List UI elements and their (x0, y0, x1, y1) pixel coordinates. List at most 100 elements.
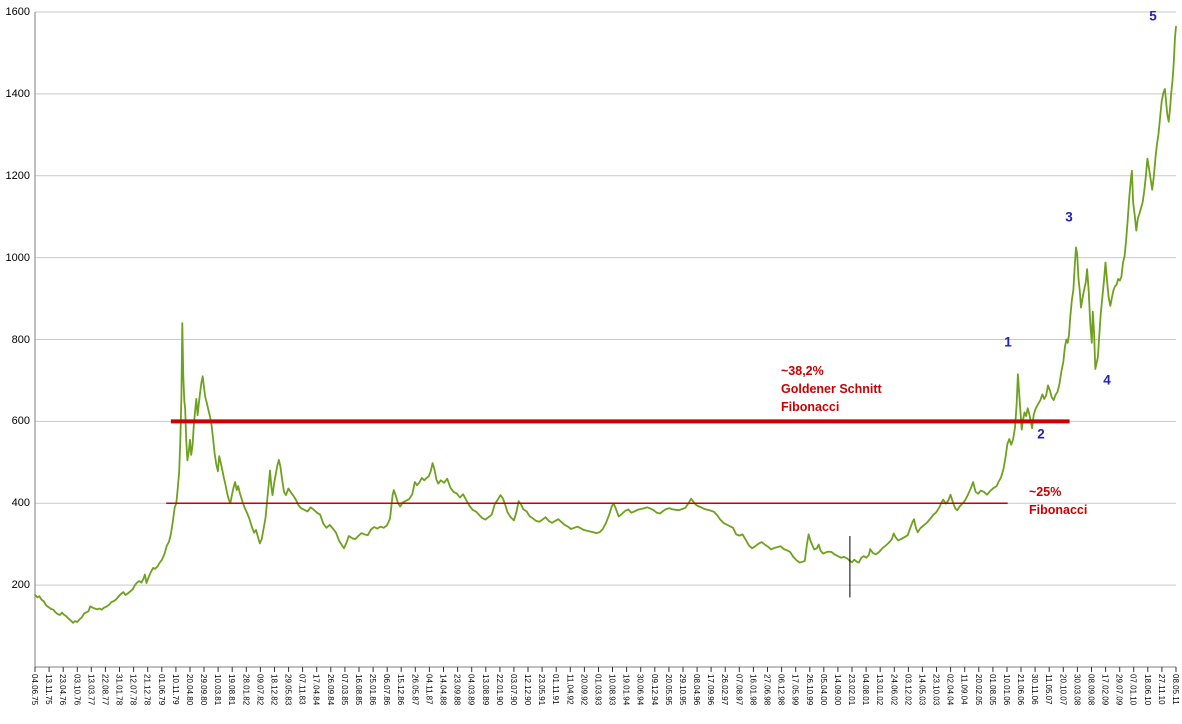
x-axis-tick-label: 29.10.95 (678, 674, 687, 706)
x-axis-tick-label: 19.01.94 (621, 674, 631, 706)
x-axis-tick-label: 29.09.80 (199, 674, 208, 706)
x-axis-tick-label: 17.05.99 (790, 674, 800, 706)
x-axis-tick-label: 20.04.80 (185, 674, 194, 706)
x-axis-tick-label: 14.05.03 (917, 674, 927, 706)
x-axis-tick-label: 11.09.04 (959, 674, 969, 705)
annotation-line: Fibonacci (781, 400, 840, 414)
wave-label-1: 1 (1004, 334, 1012, 350)
annotation-line: ~25% (1029, 485, 1062, 499)
x-axis-tick-label: 01.06.79 (156, 674, 166, 706)
x-axis-tick-label: 27.06.98 (762, 674, 772, 706)
x-axis-tick-label: 28.01.82 (241, 674, 251, 706)
x-axis-tick-label: 17.09.96 (706, 674, 716, 706)
x-axis-tick-label: 17.02.09 (1100, 674, 1110, 706)
x-axis-tick-label: 23.10.03 (931, 674, 941, 706)
x-axis-tick-label: 13.11.75 (44, 674, 54, 705)
wave-label-2: 2 (1037, 426, 1045, 442)
x-axis-tick-label: 30.11.06 (1030, 674, 1040, 705)
x-axis-tick-label: 18.12.82 (269, 674, 279, 706)
annotation-line: Goldener Schnitt (781, 382, 882, 396)
y-axis-tick-label: 1400 (5, 87, 30, 100)
x-axis-tick-label: 03.10.76 (72, 674, 82, 706)
x-axis-tick-label: 21.06.06 (1016, 674, 1025, 706)
x-axis-tick-label: 07.01.10 (1128, 674, 1138, 706)
fibonacci-25-annotation: ~25% Fibonacci (1029, 483, 1087, 519)
x-axis-tick-label: 26.09.84 (325, 674, 335, 706)
x-axis-tick-label: 04.11.87 (424, 674, 434, 705)
x-axis-tick-label: 03.07.90 (508, 674, 518, 706)
x-axis-tick-label: 10.08.93 (607, 674, 617, 706)
x-axis-tick-label: 12.07.78 (128, 674, 138, 706)
x-axis-tick-label: 23.09.88 (452, 674, 462, 706)
x-axis-tick-label: 31.01.78 (114, 674, 124, 706)
x-axis-tick-label: 09.07.82 (255, 674, 265, 706)
x-axis-tick-label: 07.08.97 (734, 674, 744, 706)
x-axis-tick-label: 29.07.09 (1114, 674, 1124, 706)
x-axis-tick-label: 16.01.98 (748, 674, 758, 706)
x-axis-tick-label: 25.01.86 (368, 674, 378, 706)
x-axis-tick-label: 30.03.08 (1072, 674, 1082, 706)
x-axis-tick-label: 04.03.89 (466, 674, 476, 706)
y-axis-tick-label: 800 (11, 333, 30, 346)
x-axis-tick-label: 23.02.01 (847, 674, 856, 706)
x-axis-tick-label: 21.12.78 (142, 674, 152, 706)
wave-label-3: 3 (1065, 209, 1073, 225)
x-axis-tick-label: 11.05.07 (1044, 674, 1054, 705)
x-axis-tick-label: 14.09.00 (832, 674, 842, 706)
x-axis-tick-label: 12.12.90 (523, 674, 532, 706)
x-axis-tick-label: 01.03.93 (593, 674, 603, 706)
annotation-line: Fibonacci (1029, 503, 1088, 517)
y-axis-tick-label: 400 (11, 497, 30, 510)
price-line (34, 25, 1177, 624)
annotation-line: ~38,2% (781, 364, 824, 378)
x-axis-tick-label: 18.06.10 (1142, 674, 1152, 706)
x-axis-tick-label: 10.01.06 (1002, 674, 1011, 706)
x-axis-tick-label: 13.08.89 (480, 674, 490, 706)
x-axis-tick-label: 08.04.96 (692, 674, 702, 706)
x-axis-tick-label: 09.12.94 (649, 674, 659, 706)
y-axis-tick-label: 600 (11, 415, 30, 428)
fibonacci-382-annotation: ~38,2% Goldener Schnitt Fibonacci (781, 362, 882, 416)
x-axis-tick-label: 01.11.91 (551, 674, 561, 705)
x-axis-tick-label: 04.08.01 (861, 674, 871, 706)
x-axis-tick-label: 08.05.11 (1171, 674, 1180, 705)
x-axis-tick-label: 03.12.02 (903, 674, 913, 706)
x-axis-tick-label: 20.10.07 (1058, 674, 1068, 706)
y-axis-tick-label: 1600 (5, 6, 30, 18)
x-axis-tick-label: 19.08.81 (227, 674, 237, 706)
x-axis-tick-label: 02.04.04 (945, 674, 955, 706)
y-axis-tick-label: 1000 (5, 251, 30, 264)
x-axis-tick-label: 30.06.94 (635, 674, 645, 706)
x-axis-tick-label: 24.06.02 (889, 674, 899, 706)
x-axis-tick-label: 23.04.76 (58, 674, 68, 706)
x-axis-tick-label: 22.08.77 (100, 674, 110, 706)
x-axis-tick-label: 11.04.92 (565, 674, 575, 705)
x-axis-tick-label: 01.08.05 (987, 674, 997, 706)
x-axis-tick-label: 20.05.95 (663, 674, 673, 706)
x-axis-tick-label: 07.11.83 (297, 674, 307, 705)
x-axis-tick-label: 15.12.86 (396, 674, 406, 706)
y-axis-tick-label: 200 (11, 579, 30, 592)
x-axis-tick-label: 13.01.02 (875, 674, 885, 706)
x-axis-tick-label: 14.04.88 (438, 674, 448, 706)
x-axis-tick-label: 16.08.85 (354, 674, 363, 706)
x-axis-tick-label: 10.11.79 (170, 674, 180, 705)
x-axis-tick-label: 26.02.97 (720, 674, 730, 706)
x-axis-tick-label: 10.03.81 (213, 674, 223, 706)
x-axis-tick-label: 06.12.98 (776, 674, 786, 706)
y-axis-tick-label: 1200 (5, 169, 30, 182)
x-axis-tick-label: 13.03.77 (86, 674, 96, 706)
x-axis-tick-label: 26.05.87 (410, 674, 420, 706)
x-axis-tick-label: 07.03.85 (339, 674, 349, 706)
x-axis-tick-label: 17.04.84 (311, 674, 321, 706)
wave-label-4: 4 (1103, 372, 1111, 388)
x-axis-tick-label: 08.09.08 (1086, 674, 1096, 706)
x-axis-tick-label: 29.05.83 (283, 674, 293, 706)
x-axis-tick-label: 26.10.99 (804, 674, 814, 706)
x-axis-tick-label: 23.05.91 (537, 674, 547, 706)
wave-label-5: 5 (1149, 8, 1157, 24)
x-axis-tick-label: 27.11.10 (1156, 674, 1166, 705)
x-axis-tick-label: 20.02.05 (973, 674, 983, 706)
x-axis-tick-label: 06.07.86 (382, 674, 392, 706)
